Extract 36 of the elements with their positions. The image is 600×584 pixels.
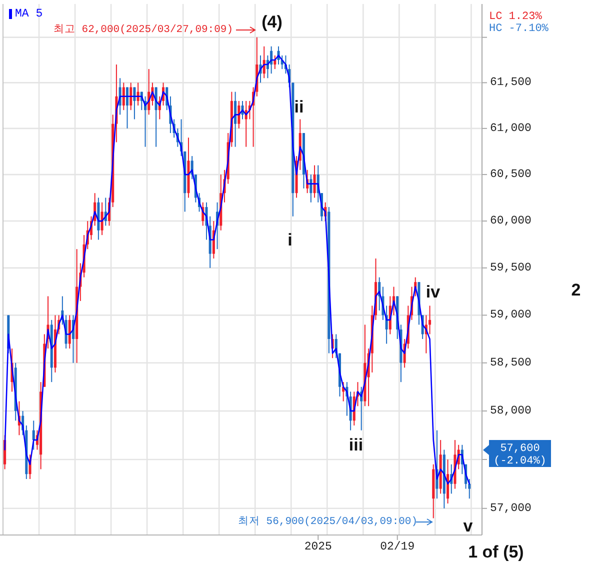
annotation: v xyxy=(463,516,474,536)
text: 2 xyxy=(571,280,581,300)
candlestick xyxy=(122,82,125,111)
x-tick-label: 02/19 xyxy=(380,540,415,554)
candlestick xyxy=(234,91,237,148)
candlestick xyxy=(428,305,432,335)
y-tick-label: 61,500 xyxy=(490,76,532,90)
text: LC 1.23% xyxy=(489,11,542,23)
y-tick-label: 61,000 xyxy=(490,122,532,135)
candlestick xyxy=(68,314,71,350)
candlestick xyxy=(100,202,104,236)
y-tick-label: 57,000 xyxy=(490,502,532,515)
annotation: 최저 56,900(2025/04/03,09:00) xyxy=(238,515,418,528)
y-tick-label: 59,000 xyxy=(490,308,532,322)
y-tick-label: 59,500 xyxy=(490,261,532,274)
y-tick-label: 58,000 xyxy=(490,404,532,418)
candlestick xyxy=(313,164,316,198)
text: 1 of (5) xyxy=(468,542,524,562)
candlestick xyxy=(32,420,35,450)
candlestick xyxy=(468,478,471,500)
y-tick-label: 60,000 xyxy=(490,214,532,228)
annotation: (4) xyxy=(262,12,282,32)
candlestick xyxy=(126,86,129,129)
text: 57,600 (-2.04%) xyxy=(494,443,546,468)
annotation: i xyxy=(288,230,292,250)
annotation: 최고 62,000(2025/03/27,09:09) xyxy=(53,23,233,36)
y-tick-label: 58,500 xyxy=(490,356,532,370)
annotation: iv xyxy=(426,282,441,302)
annotation: ii xyxy=(294,98,304,116)
text: HC -7.10% xyxy=(489,23,549,35)
candlestick xyxy=(130,82,132,111)
candlestick xyxy=(238,100,240,129)
y-tick-label: 60,500 xyxy=(490,168,532,182)
legend-label: MA 5 xyxy=(15,8,43,20)
annotation: iii xyxy=(348,436,364,454)
x-tick-label: 2025 xyxy=(304,540,332,554)
